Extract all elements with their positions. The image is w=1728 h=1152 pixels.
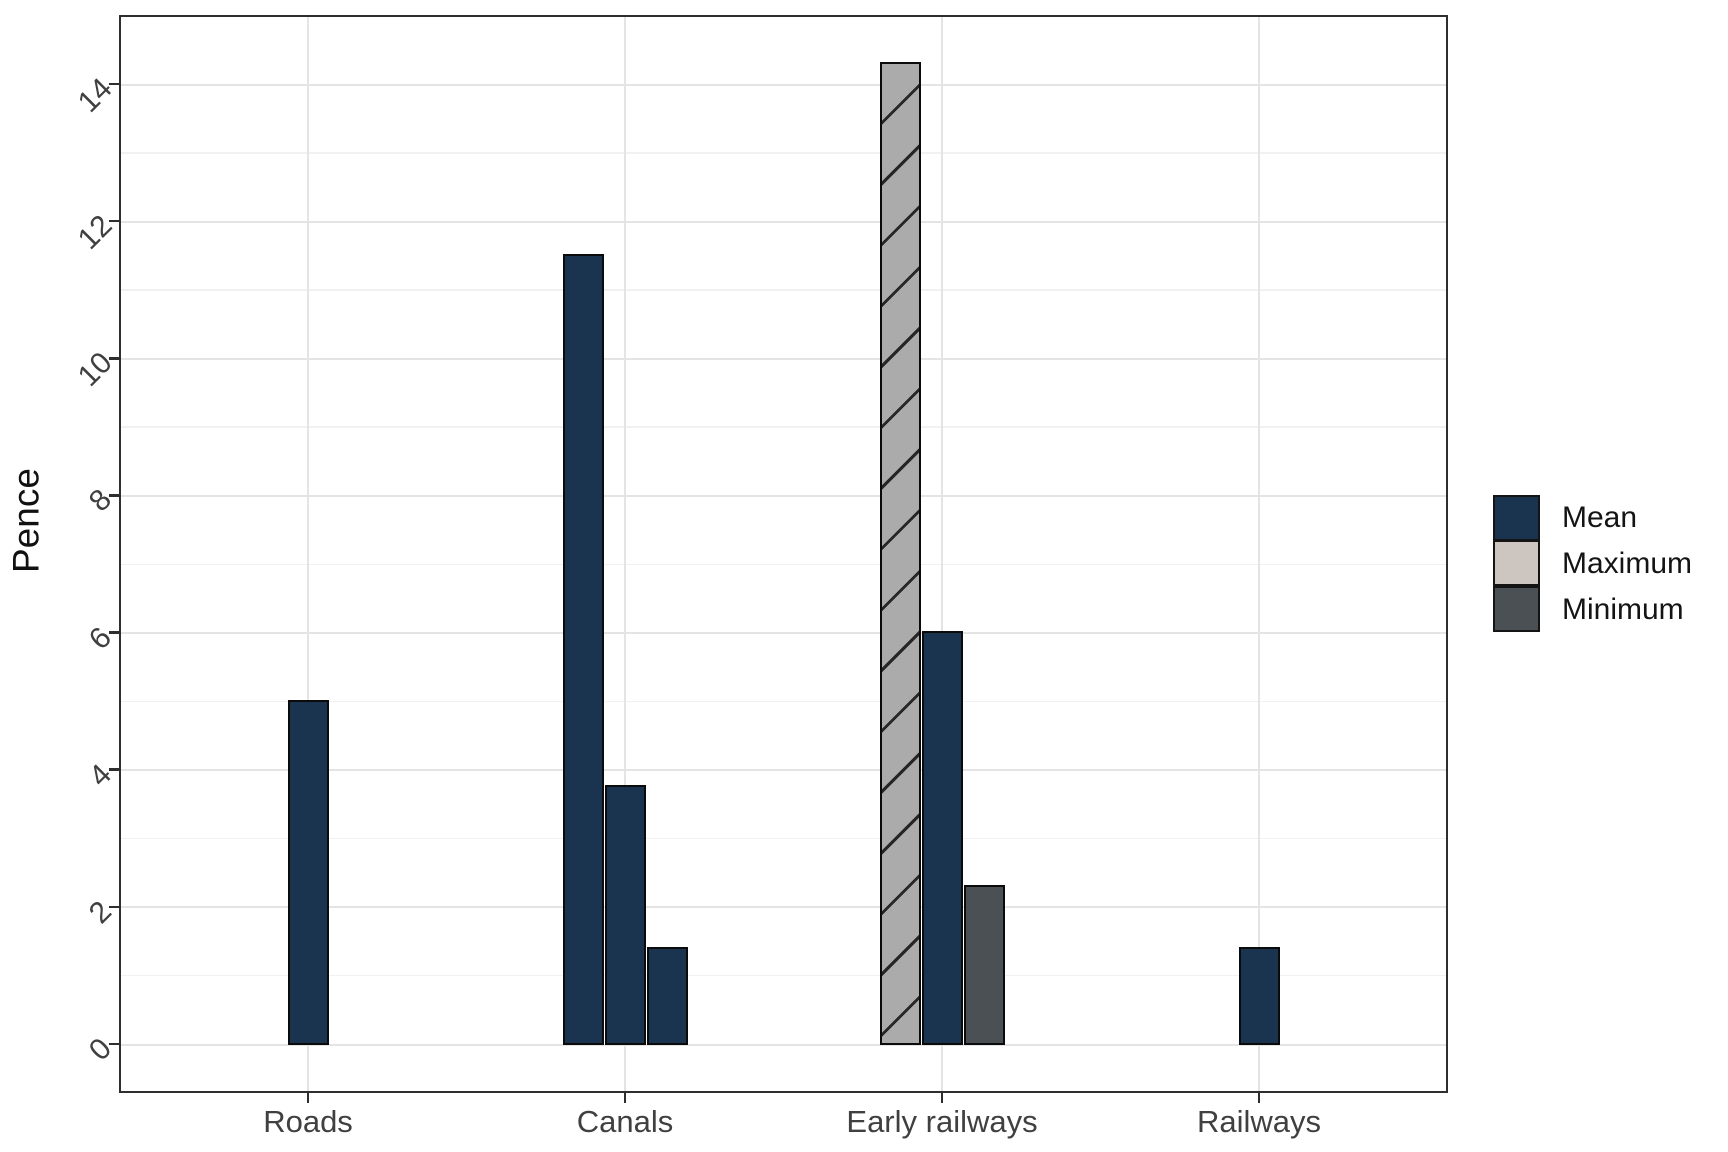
- minor-gridline: [121, 289, 1446, 291]
- major-gridline: [121, 220, 1446, 223]
- bar-canals-mean: [563, 253, 604, 1046]
- legend-item-mean: Mean: [1493, 495, 1692, 541]
- x-tick-label-railways: Railways: [1196, 1104, 1322, 1139]
- major-gridline: [121, 83, 1446, 86]
- legend-label: Mean: [1562, 501, 1638, 534]
- minor-gridline: [121, 152, 1446, 154]
- y-axis-tick: [109, 631, 119, 634]
- y-tick-label: 12: [71, 209, 119, 257]
- major-gridline: [121, 1043, 1446, 1046]
- y-tick-label: 0: [83, 1031, 119, 1068]
- x-tick-label-canals: Canals: [576, 1104, 674, 1139]
- minor-gridline: [121, 974, 1446, 977]
- y-axis-tick: [109, 1042, 119, 1046]
- minor-gridline: [121, 563, 1446, 565]
- legend-label: Maximum: [1562, 547, 1693, 580]
- y-tick-label: 4: [83, 757, 119, 793]
- x-axis-tick: [1257, 1093, 1261, 1103]
- legend-item-maximum: Maximum: [1493, 540, 1693, 587]
- major-gridline: [121, 494, 1446, 497]
- y-axis-tick: [109, 494, 119, 497]
- legend-key-mean: [1493, 495, 1540, 541]
- major-gridline: [121, 769, 1446, 772]
- bar-canals-mean: [647, 946, 688, 1046]
- y-tick-label: 6: [83, 620, 119, 656]
- bar-roads-mean: [287, 699, 329, 1046]
- y-axis-tick: [109, 905, 119, 909]
- legend-label: Minimum: [1562, 593, 1684, 626]
- y-tick-label: 14: [71, 71, 119, 119]
- minor-gridline: [121, 426, 1446, 428]
- bar-canals-mean: [605, 785, 646, 1046]
- major-gridline: [121, 632, 1446, 635]
- y-axis-tick: [109, 768, 119, 771]
- y-tick-label: 10: [71, 346, 119, 394]
- minor-gridline: [121, 700, 1446, 703]
- category-gridline: [940, 17, 943, 1091]
- x-axis-tick: [306, 1093, 310, 1103]
- x-tick-label-early-railways: Early railways: [846, 1104, 1038, 1139]
- y-axis-tick: [109, 219, 119, 223]
- x-axis-tick: [940, 1093, 944, 1103]
- y-axis-title: Pence: [5, 468, 47, 573]
- category-gridline: [623, 17, 626, 1091]
- x-tick-label-roads: Roads: [263, 1104, 353, 1139]
- y-tick-label: 2: [83, 894, 119, 930]
- category-gridline: [1257, 17, 1260, 1091]
- y-axis-tick: [109, 82, 119, 86]
- legend: Mean Maximum Minimum: [1493, 495, 1692, 633]
- bar-early-railways-mean: [922, 631, 963, 1046]
- y-tick-label: 8: [83, 483, 119, 519]
- major-gridline: [121, 357, 1446, 360]
- x-axis-tick: [623, 1093, 627, 1103]
- legend-item-minimum: Minimum: [1493, 586, 1692, 633]
- plot-panel: [119, 15, 1448, 1093]
- y-axis-tick: [109, 357, 119, 360]
- legend-key-maximum: [1493, 540, 1540, 586]
- major-gridline: [121, 906, 1446, 909]
- bar-early-railways-minimum: [964, 884, 1005, 1046]
- category-gridline: [306, 17, 309, 1091]
- bar-early-railways-maximum: [880, 61, 921, 1046]
- legend-key-minimum: [1493, 586, 1540, 632]
- bar-railways-mean: [1238, 946, 1280, 1046]
- minor-gridline: [121, 837, 1446, 840]
